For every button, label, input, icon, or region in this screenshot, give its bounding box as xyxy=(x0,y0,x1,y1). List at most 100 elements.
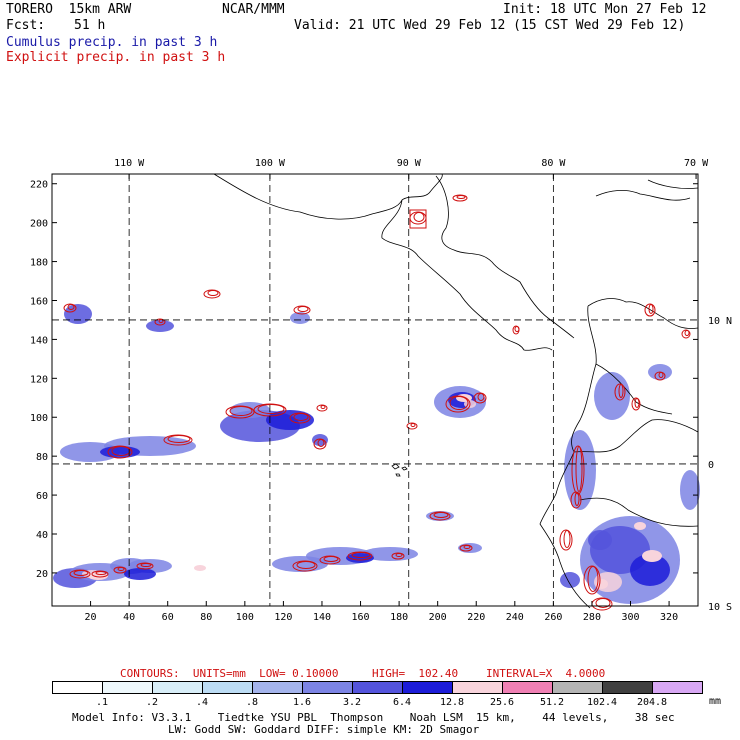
y-tick-label: 180 xyxy=(30,258,48,269)
lat-label: 10 S xyxy=(708,602,732,613)
lon-label: 110 W xyxy=(114,158,145,169)
cumulus-legend: Cumulus precip. in past 3 h xyxy=(6,35,218,50)
y-tick-label: 120 xyxy=(30,374,48,385)
explicit-contour xyxy=(658,372,664,378)
plot-frame xyxy=(51,173,699,607)
explicit-contour xyxy=(410,423,416,427)
colorbar-swatch xyxy=(52,681,103,694)
colorbar-swatch xyxy=(552,681,603,694)
y-tick-label: 220 xyxy=(30,180,48,191)
explicit-contour xyxy=(575,446,583,492)
explicit-contour-layer xyxy=(63,194,691,611)
explicit-contour xyxy=(433,512,449,518)
precip-area xyxy=(290,312,310,324)
explicit-contour xyxy=(293,413,309,421)
contour-interval: INTERVAL=X 4.0000 xyxy=(486,667,606,680)
y-tick-label: 160 xyxy=(30,296,48,307)
x-tick-label: 100 xyxy=(236,612,254,623)
explicit-contour xyxy=(293,305,311,315)
explicit-contour xyxy=(574,492,580,506)
contour-high: HIGH= 102.40 xyxy=(372,667,459,680)
coast-mexico-central-america xyxy=(213,173,575,351)
colorbar-swatch xyxy=(302,681,353,694)
colorbar-label: 3.2 xyxy=(342,697,362,708)
lat-label: 0 xyxy=(708,460,714,471)
axes: 20 40 60 80 100 120 140 160 180 200 220 240 260 280 30… xyxy=(30,158,732,623)
valid-time: Valid: 21 UTC Wed 29 Feb 12 (15 CST Wed … xyxy=(294,18,686,33)
explicit-contour xyxy=(514,326,520,332)
explicit-contour xyxy=(296,561,316,569)
colorbar-label: .8 xyxy=(245,697,259,708)
explicit-contour xyxy=(654,371,666,381)
x-tick-label: 320 xyxy=(660,612,678,623)
explicit-contour xyxy=(559,529,573,551)
explicit-contour xyxy=(207,290,219,296)
explicit-contour xyxy=(317,439,325,447)
explicit-contour xyxy=(63,303,77,313)
colorbar-label: .1 xyxy=(95,697,109,708)
y-tick-label: 20 xyxy=(36,569,48,580)
explicit-contour xyxy=(631,397,641,411)
explicit-contour xyxy=(473,392,487,404)
explicit-contour xyxy=(429,511,451,521)
colorbar-label: 1.6 xyxy=(292,697,312,708)
explicit-contour xyxy=(289,412,311,424)
precip-area xyxy=(564,430,596,510)
x-tick-label: 40 xyxy=(123,612,135,623)
x-tick-label: 200 xyxy=(429,612,447,623)
explicit-contour xyxy=(445,395,471,413)
colorbar-swatch xyxy=(252,681,303,694)
explicit-contour xyxy=(395,553,403,557)
y-tick-label: 80 xyxy=(36,452,48,463)
precip-area xyxy=(362,547,418,561)
colorbar-label: 6.4 xyxy=(392,697,412,708)
explicit-contour xyxy=(583,565,601,595)
lon-label: 100 W xyxy=(255,158,286,169)
explicit-contour xyxy=(107,445,133,459)
explicit-contour xyxy=(73,570,89,576)
x-tick-label: 180 xyxy=(390,612,408,623)
y-tick-label: 100 xyxy=(30,413,48,424)
explicit-contour xyxy=(449,396,469,410)
model-info: Model Info: V3.3.1 Tiedtke YSU PBL Thomp… xyxy=(72,711,675,724)
x-tick-label: 300 xyxy=(621,612,639,623)
explicit-contour xyxy=(163,434,193,446)
explicit-contour xyxy=(292,560,318,572)
border-andes xyxy=(573,363,699,527)
y-tick-label: 40 xyxy=(36,530,48,541)
colorbar-swatch xyxy=(102,681,153,694)
explicit-contour xyxy=(313,438,327,450)
physics-info: LW: Godd SW: Goddard DIFF: simple KM: 2D… xyxy=(168,723,480,736)
colorbar-label: 51.2 xyxy=(539,697,565,708)
colorbar-label: 204.8 xyxy=(636,697,668,708)
x-tick-label: 20 xyxy=(85,612,97,623)
explicit-contour xyxy=(67,304,75,310)
contour-units: CONTOURS: UNITS=mm LOW= 0.10000 xyxy=(120,667,339,680)
forecast-label: Fcst: xyxy=(6,18,46,33)
precip-area xyxy=(346,553,374,563)
precip-area xyxy=(680,470,700,510)
explicit-contour xyxy=(591,597,613,611)
explicit-contour xyxy=(113,566,127,574)
explicit-contour xyxy=(413,212,425,222)
explicit-contour xyxy=(452,194,468,202)
lon-label: 80 W xyxy=(541,158,566,169)
colorbar-swatch xyxy=(502,681,553,694)
galapagos xyxy=(391,463,408,477)
lat-label: 10 N xyxy=(708,316,732,327)
explicit-contour xyxy=(463,545,471,549)
lon-label: 90 W xyxy=(397,158,422,169)
explicit-contour xyxy=(563,530,571,548)
colorbar-label: .2 xyxy=(145,697,159,708)
x-tick-label: 220 xyxy=(467,612,485,623)
explicit-contour xyxy=(229,406,253,416)
y-tick-label: 140 xyxy=(30,335,48,346)
precip-area xyxy=(124,568,156,580)
init-time: Init: 18 UTC Mon 27 Feb 12 xyxy=(503,2,707,17)
explicit-contour xyxy=(319,555,341,565)
coastlines xyxy=(213,173,699,609)
explicit-contour xyxy=(167,435,191,443)
x-tick-label: 120 xyxy=(274,612,292,623)
precip-area xyxy=(100,446,140,458)
